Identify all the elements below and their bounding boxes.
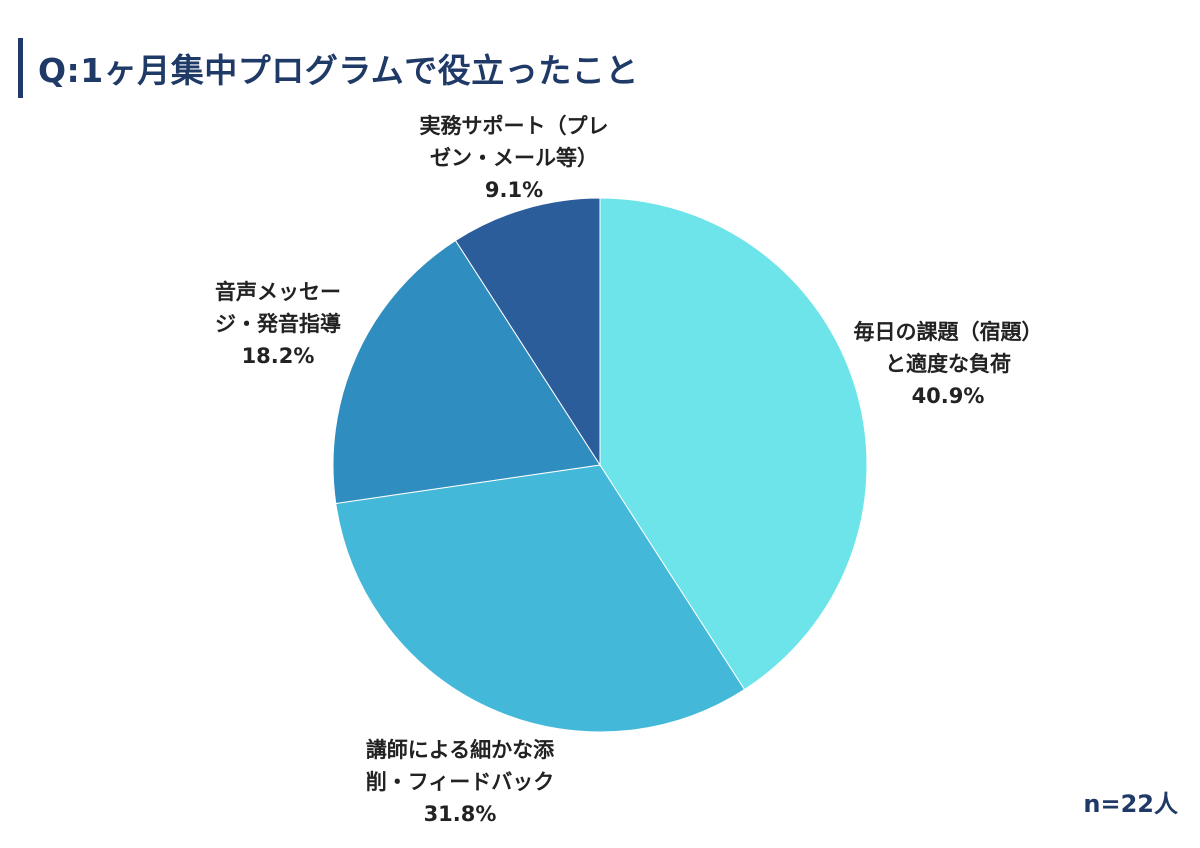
slice-label-homework-line-1: 毎日の課題（宿題） [853, 320, 1043, 344]
slice-label-feedback-line-2: 削・フィードバック [365, 770, 555, 794]
pie-slice-homework [599, 197, 868, 691]
slice-label-work-support: 実務サポート（プレ ゼン・メール等） 9.1% [420, 110, 609, 206]
pie-slice-feedback [335, 464, 746, 733]
slice-label-feedback-line-1: 講師による細かな添 [365, 738, 555, 762]
slice-label-homework: 毎日の課題（宿題） と適度な負荷 40.9% [854, 316, 1043, 412]
slice-label-feedback-percent: 31.8% [423, 802, 497, 826]
slice-label-audio-line-2: ジ・発音指導 [215, 312, 341, 336]
slice-label-feedback: 講師による細かな添 削・フィードバック 31.8% [366, 734, 555, 830]
chart-title: Q:1ヶ月集中プログラムで役立ったこと [38, 51, 639, 90]
slice-label-audio-percent: 18.2% [241, 344, 315, 368]
sample-size-label: n=22人 [1083, 790, 1178, 818]
slice-label-audio-line-1: 音声メッセー [215, 280, 341, 304]
slice-label-audio: 音声メッセー ジ・発音指導 18.2% [215, 276, 341, 372]
slice-label-work-support-percent: 9.1% [484, 178, 544, 202]
pie-slice-audio [332, 239, 601, 505]
slice-label-homework-percent: 40.9% [911, 384, 985, 408]
slice-label-work-support-line-2: ゼン・メール等） [430, 146, 598, 170]
slice-label-work-support-line-1: 実務サポート（プレ [419, 114, 609, 138]
title-accent-bar [18, 38, 23, 98]
slice-label-homework-line-2: と適度な負荷 [885, 352, 1011, 376]
pie-slice-work-support [454, 197, 601, 467]
